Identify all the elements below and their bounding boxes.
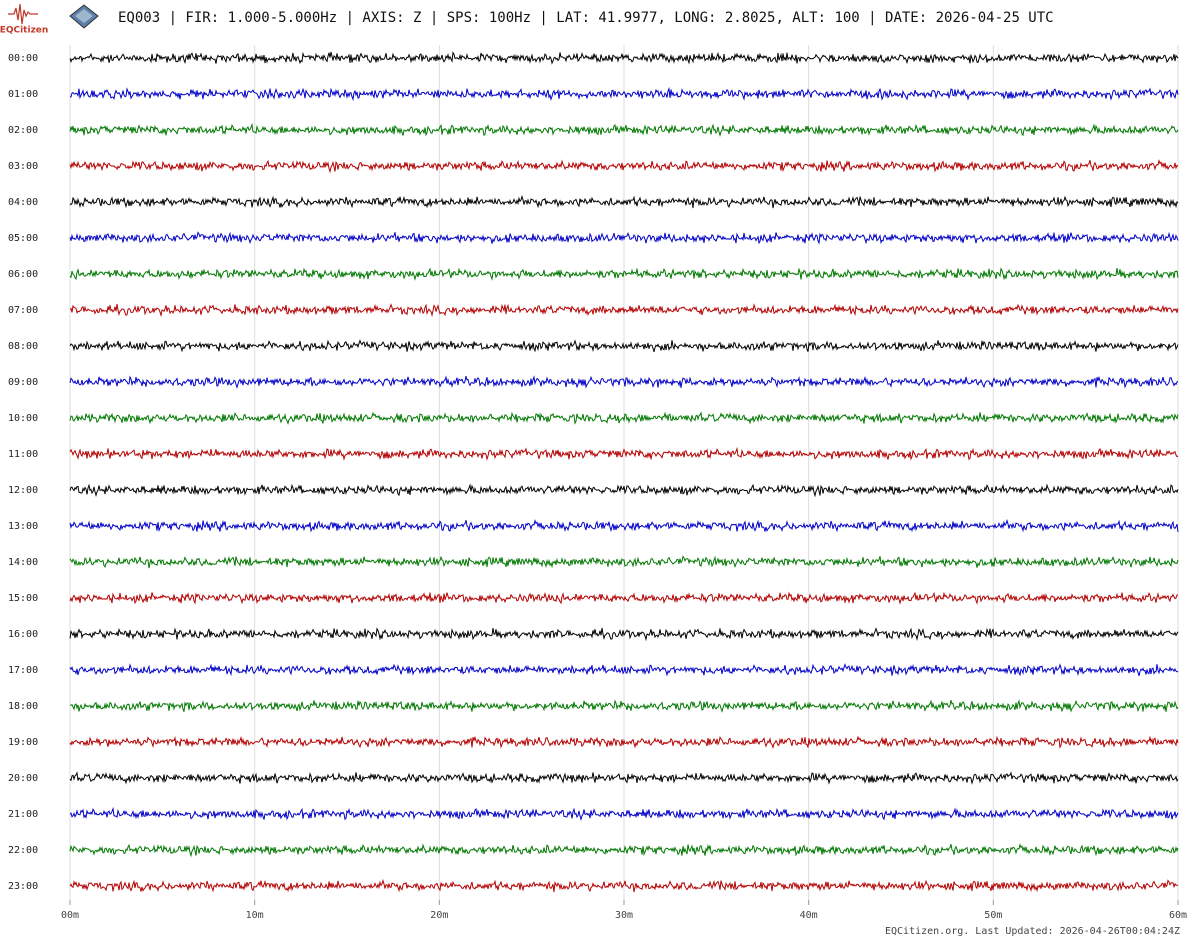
trace (69, 122, 1179, 137)
row-label: 03:00 (8, 161, 38, 172)
row-label: 09:00 (8, 377, 38, 388)
trace (69, 878, 1179, 893)
trace (69, 735, 1179, 749)
row-label: 18:00 (8, 701, 38, 712)
x-tick-label: 20m (430, 910, 448, 921)
logo: EQCitizen (0, 3, 48, 36)
row-label: 12:00 (8, 485, 38, 496)
row-label: 20:00 (8, 773, 38, 784)
title: EQ003 | FIR: 1.000-5.000Hz | AXIS: Z | S… (118, 10, 1054, 26)
trace (69, 411, 1179, 425)
row-label: 16:00 (8, 629, 38, 640)
row-label: 05:00 (8, 233, 38, 244)
row-label: 13:00 (8, 521, 38, 532)
row-label: 17:00 (8, 665, 38, 676)
x-tick-label: 00m (61, 910, 79, 921)
trace (69, 159, 1179, 174)
trace (69, 303, 1179, 318)
row-label: 11:00 (8, 449, 38, 460)
logo-wave (8, 3, 38, 25)
trace (69, 339, 1179, 353)
trace (69, 518, 1179, 533)
grid (69, 45, 1179, 905)
row-label: 10:00 (8, 413, 38, 424)
row-label: 23:00 (8, 881, 38, 892)
trace (69, 194, 1179, 209)
x-tick-label: 10m (246, 910, 264, 921)
trace (69, 771, 1179, 785)
row-label: 14:00 (8, 557, 38, 568)
trace (69, 555, 1179, 569)
trace (69, 627, 1179, 642)
row-label: 19:00 (8, 737, 38, 748)
row-label: 02:00 (8, 125, 38, 136)
row-label: 07:00 (8, 305, 38, 316)
row-label: 06:00 (8, 269, 38, 280)
x-tick-label: 30m (615, 910, 633, 921)
x-tick-label: 40m (800, 910, 818, 921)
trace (69, 663, 1179, 677)
trace (69, 375, 1179, 389)
trace (69, 231, 1179, 245)
row-label: 08:00 (8, 341, 38, 352)
trace (69, 446, 1179, 461)
trace (69, 483, 1179, 498)
row-label: 15:00 (8, 593, 38, 604)
trace (69, 86, 1179, 102)
x-tick-label: 50m (984, 910, 1002, 921)
row-label: 21:00 (8, 809, 38, 820)
trace (69, 591, 1179, 605)
trace (69, 267, 1179, 281)
trace (69, 699, 1179, 713)
row-label: 00:00 (8, 53, 38, 64)
trace (69, 843, 1179, 858)
trace (69, 51, 1179, 65)
footer: EQCitizen.org. Last Updated: 2026-04-26T… (885, 926, 1180, 937)
trace (69, 806, 1179, 821)
x-tick-label: 60m (1169, 910, 1187, 921)
logo-text: EQCitizen (0, 26, 48, 36)
row-label: 01:00 (8, 89, 38, 100)
row-label: 22:00 (8, 845, 38, 856)
row-label: 04:00 (8, 197, 38, 208)
device-icon (69, 4, 99, 29)
